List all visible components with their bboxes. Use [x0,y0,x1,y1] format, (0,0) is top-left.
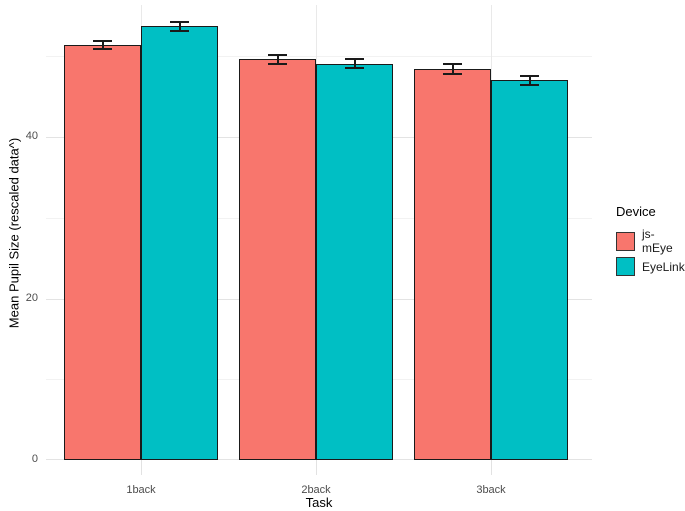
errorbar-line-2back-js-mEye [276,55,279,64]
bar-2back-js-mEye [239,59,316,460]
legend-item-js-meye: js-mEye [616,227,685,255]
errorbar-cap-top-1back-EyeLink [170,20,189,23]
errorbar-line-1back-js-mEye [101,40,104,49]
errorbar-cap-top-1back-js-mEye [93,39,112,42]
errorbar-line-3back-js-mEye [451,64,454,74]
legend: Device js-mEye EyeLink [616,204,685,278]
errorbar-line-1back-EyeLink [178,21,181,32]
errorbar-cap-bottom-2back-EyeLink [345,67,364,70]
bar-3back-js-mEye [414,69,491,460]
y-tick-label-20: 20 [25,291,38,304]
legend-label-eyelink: EyeLink [642,259,685,274]
legend-item-eyelink: EyeLink [616,257,685,276]
errorbar-cap-bottom-3back-js-mEye [443,73,462,75]
errorbar-cap-bottom-2back-js-mEye [268,62,287,65]
x-tick-label-3back: 3back [476,484,506,496]
minor-gridline-y50 [46,56,592,58]
x-axis-title: Task [305,495,333,510]
errorbar-cap-top-3back-js-mEye [443,63,462,66]
x-tick-mark-2back [316,460,317,475]
legend-swatch-js-meye [616,231,635,251]
y-tick-label-40: 40 [25,130,38,142]
legend-swatch-eyelink [616,257,635,276]
plot-panel [46,5,592,460]
errorbar-line-2back-EyeLink [353,58,356,69]
errorbar-cap-bottom-3back-EyeLink [520,84,539,87]
bar-3back-EyeLink [491,80,568,460]
bar-2back-EyeLink [316,63,393,460]
errorbar-cap-bottom-1back-EyeLink [170,30,189,33]
errorbar-line-3back-EyeLink [528,75,531,86]
bar-1back-EyeLink [141,26,218,460]
bar-1back-js-mEye [64,44,141,460]
errorbar-cap-top-3back-EyeLink [520,74,539,77]
errorbar-cap-top-2back-js-mEye [268,54,287,57]
x-tick-mark-1back [141,460,142,475]
legend-label-js-meye: js-mEye [642,227,673,255]
x-tick-mark-3back [491,460,492,475]
x-tick-label-2back: 2back [301,484,331,496]
errorbar-cap-bottom-1back-js-mEye [93,47,112,50]
errorbar-cap-top-2back-EyeLink [345,57,364,60]
legend-title: Device [616,204,656,219]
y-tick-label-0: 0 [31,453,38,465]
x-tick-label-1back: 1back [126,484,156,496]
